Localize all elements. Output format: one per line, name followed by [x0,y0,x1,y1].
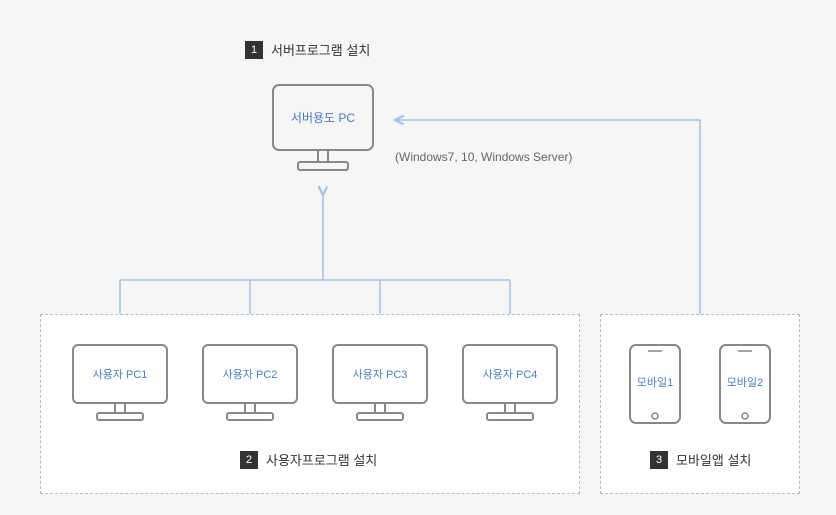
badge-3: 3 [650,451,668,469]
section2-caption: 2 사용자프로그램 설치 [240,450,377,469]
server-label: 서버용도 PC [291,111,355,125]
user-pc2-icon: 사용자 PC2 [195,340,305,430]
badge-2: 2 [240,451,258,469]
pc3-label: 사용자 PC3 [353,368,408,381]
badge-1: 1 [245,41,263,59]
server-pc-icon: 서버용도 PC [263,80,383,180]
pc4-label: 사용자 PC4 [483,368,538,381]
section3-caption: 3 모바일앱 설치 [650,450,751,469]
section1-label: 서버프로그램 설치 [271,40,370,59]
user-pc4-icon: 사용자 PC4 [455,340,565,430]
section1-caption: 1 서버프로그램 설치 [245,40,370,59]
mobile1-label: 모바일1 [637,375,673,389]
pc2-label: 사용자 PC2 [223,368,278,381]
user-pc1-icon: 사용자 PC1 [65,340,175,430]
section3-label: 모바일앱 설치 [676,450,751,469]
mobile2-icon: 모바일2 [710,340,780,430]
mobile2-label: 모바일2 [727,375,763,389]
section2-label: 사용자프로그램 설치 [266,450,377,469]
mobile1-icon: 모바일1 [620,340,690,430]
pc1-label: 사용자 PC1 [93,368,148,381]
user-pc3-icon: 사용자 PC3 [325,340,435,430]
server-subtext: (Windows7, 10, Windows Server) [395,150,572,164]
